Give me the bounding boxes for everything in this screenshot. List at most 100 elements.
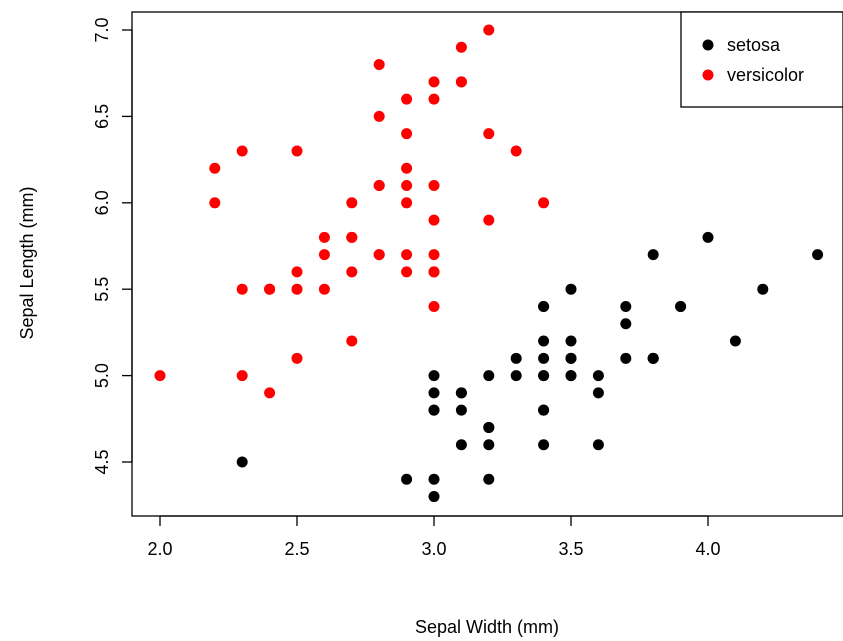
data-point-versicolor [455,41,467,53]
data-point-versicolor [428,214,440,226]
data-point-versicolor [401,266,413,278]
y-tick-label: 6.5 [92,104,112,129]
data-point-setosa [428,387,440,399]
data-point-versicolor [373,180,385,192]
legend-label-setosa: setosa [727,35,781,55]
data-point-versicolor [318,231,330,243]
data-point-versicolor [401,249,413,261]
data-point-versicolor [483,214,495,226]
x-tick-label: 4.0 [695,539,720,559]
y-tick-label: 5.5 [92,277,112,302]
y-axis: 4.5 5.0 5.5 6.0 6.5 7.0 [92,17,133,475]
data-point-versicolor [455,76,467,88]
data-point-versicolor [428,180,440,192]
data-point-setosa [483,473,495,485]
y-tick-label: 7.0 [92,17,112,42]
y-tick-label: 5.0 [92,363,112,388]
data-point-versicolor [401,197,413,209]
data-point-versicolor [483,24,495,36]
data-point-setosa [675,300,687,312]
data-point-versicolor [264,387,276,399]
data-point-setosa [428,473,440,485]
data-point-versicolor [291,352,303,364]
x-axis: 2.0 2.5 3.0 3.5 4.0 [147,515,721,559]
data-point-setosa [428,370,440,382]
data-point-versicolor [291,283,303,295]
data-point-versicolor [236,145,248,157]
data-point-versicolor [401,180,413,192]
data-point-versicolor [428,249,440,261]
data-point-setosa [538,335,550,347]
legend-box [680,11,843,108]
data-point-versicolor [346,231,358,243]
data-point-setosa [538,439,550,451]
data-point-versicolor [401,128,413,140]
data-point-setosa [483,421,495,433]
data-point-setosa [455,439,467,451]
y-tick-label: 6.0 [92,190,112,215]
data-point-setosa [455,387,467,399]
data-point-versicolor [483,128,495,140]
data-point-setosa [620,300,632,312]
data-point-versicolor [510,145,522,157]
data-point-versicolor [318,283,330,295]
data-point-setosa [401,473,413,485]
data-point-setosa [538,370,550,382]
data-point-versicolor [318,249,330,261]
data-point-setosa [592,439,604,451]
data-point-setosa [565,352,577,364]
data-point-versicolor [291,266,303,278]
data-point-versicolor [209,162,221,174]
data-point-setosa [538,352,550,364]
data-point-setosa [455,404,467,416]
data-point-setosa [620,352,632,364]
data-point-setosa [620,318,632,330]
data-point-versicolor [428,76,440,88]
x-tick-label: 2.5 [284,539,309,559]
data-point-versicolor [428,300,440,312]
data-point-setosa [538,300,550,312]
data-point-setosa [592,387,604,399]
data-point-setosa [565,283,577,295]
data-point-setosa [592,370,604,382]
data-point-versicolor [291,145,303,157]
data-point-setosa [510,370,522,382]
data-point-setosa [428,404,440,416]
data-point-versicolor [373,110,385,122]
data-point-versicolor [346,266,358,278]
data-point-setosa [565,370,577,382]
data-point-versicolor [264,283,276,295]
x-tick-label: 3.5 [558,539,583,559]
data-point-versicolor [154,370,166,382]
x-tick-label: 2.0 [147,539,172,559]
data-point-versicolor [373,249,385,261]
legend-label-versicolor: versicolor [727,65,804,85]
data-point-versicolor [236,283,248,295]
data-point-setosa [236,456,248,468]
data-point-versicolor [373,59,385,71]
data-point-setosa [428,491,440,503]
data-point-setosa [757,283,769,295]
data-point-versicolor [236,370,248,382]
legend: setosa versicolor [680,11,843,108]
y-tick-label: 4.5 [92,449,112,474]
data-point-versicolor [401,93,413,105]
data-point-setosa [647,352,659,364]
data-point-versicolor [428,266,440,278]
data-point-setosa [483,439,495,451]
data-point-setosa [812,249,824,261]
data-point-setosa [510,352,522,364]
data-point-setosa [647,249,659,261]
data-point-versicolor [346,335,358,347]
data-point-versicolor [346,197,358,209]
data-point-versicolor [401,162,413,174]
y-axis-title: Sepal Length (mm) [17,186,37,339]
data-point-versicolor [428,93,440,105]
data-points [154,24,824,503]
legend-marker-setosa [702,39,714,51]
data-point-versicolor [209,197,221,209]
data-point-versicolor [538,197,550,209]
legend-marker-versicolor [702,69,714,81]
data-point-setosa [483,370,495,382]
